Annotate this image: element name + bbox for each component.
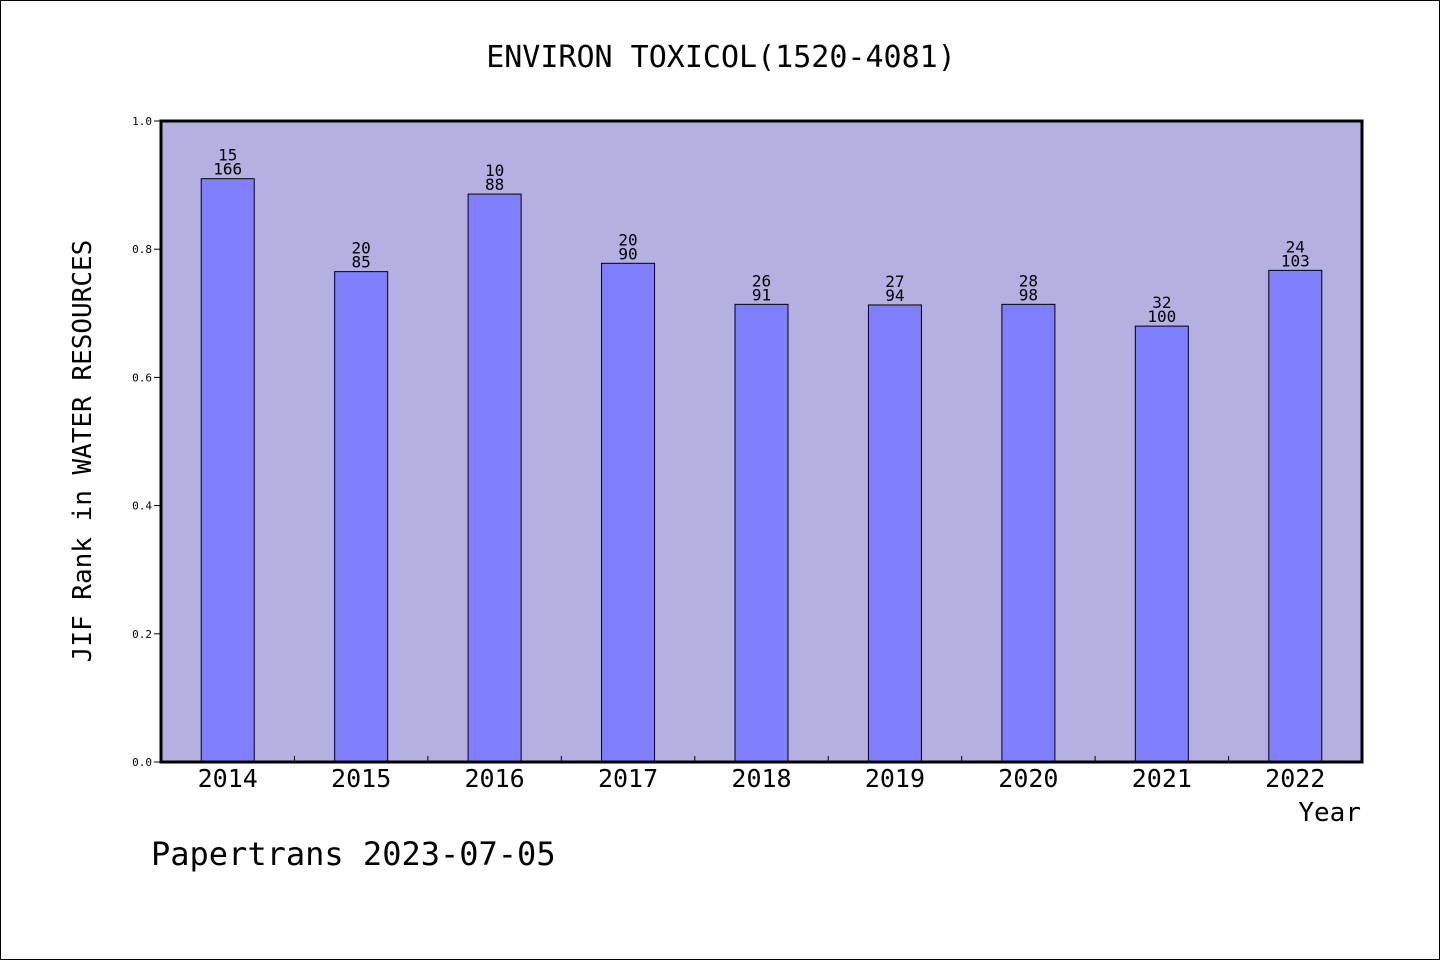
- bar-total-label: 100: [1147, 307, 1176, 326]
- y-axis-ticks: 0.0 0.2 0.4 0.6 0.8 1.0: [132, 115, 161, 769]
- bar-2021: [1134, 325, 1189, 763]
- x-tick-label: 2014: [198, 764, 258, 793]
- bar-rank-label: 27: [885, 272, 904, 291]
- bar-2019: [867, 304, 922, 763]
- y-tick-label: 0.6: [132, 371, 152, 384]
- bar-rank-label: 24: [1286, 237, 1305, 256]
- bar-total-label: 166: [213, 160, 242, 179]
- bar-2015: [334, 271, 389, 763]
- y-tick-label: 1.0: [132, 115, 152, 128]
- bar-rank-label: 28: [1019, 271, 1038, 290]
- x-tick-label: 2021: [1132, 764, 1192, 793]
- y-tick-label: 0.2: [132, 628, 152, 641]
- bar-2014: [200, 178, 255, 763]
- bar-total-label: 91: [752, 285, 771, 304]
- x-tick-label: 2020: [998, 764, 1058, 793]
- plot-border: [159, 119, 1364, 764]
- bar-total-label: 90: [618, 244, 637, 263]
- bar-2018: [734, 303, 789, 763]
- x-tick-label: 2022: [1265, 764, 1325, 793]
- x-tick-label: 2019: [865, 764, 925, 793]
- y-tick-label: 0.8: [132, 243, 152, 256]
- footer-text: Papertrans 2023-07-05: [151, 835, 556, 873]
- chart-title: ENVIRON TOXICOL(1520-4081): [486, 40, 956, 75]
- x-axis-label: Year: [1298, 798, 1361, 828]
- bar-2022: [1268, 269, 1323, 763]
- x-tick-label: 2017: [598, 764, 658, 793]
- y-tick-label: 0.4: [132, 500, 152, 513]
- bar-total-label: 103: [1281, 251, 1310, 270]
- x-tick-label: 2016: [465, 764, 525, 793]
- bar-total-label: 98: [1019, 285, 1038, 304]
- x-axis-ticks: 2014 2015 2016 2017 2018 2019 2020 2021 2022: [198, 756, 1325, 793]
- bar-rank-label: 26: [752, 271, 771, 290]
- bar-rank-label: 15: [218, 146, 237, 165]
- bar-rank-label: 20: [618, 230, 637, 249]
- bar-rank-label: 20: [352, 239, 371, 258]
- bar-total-label: 88: [485, 175, 504, 194]
- x-tick-label: 2015: [331, 764, 391, 793]
- bar-total-label: 94: [885, 286, 904, 305]
- bar-2020: [1001, 303, 1056, 763]
- bar-rank-label: 10: [485, 161, 504, 180]
- bar-2016: [467, 193, 522, 763]
- bar-rank-label: 32: [1152, 293, 1171, 312]
- bars-group: [200, 178, 1323, 763]
- y-tick-label: 0.0: [132, 756, 152, 769]
- bar-total-label: 85: [352, 253, 371, 272]
- bar-2017: [601, 262, 656, 763]
- y-axis-label: JIF Rank in WATER RESOURCES: [68, 240, 98, 663]
- x-tick-label: 2018: [731, 764, 791, 793]
